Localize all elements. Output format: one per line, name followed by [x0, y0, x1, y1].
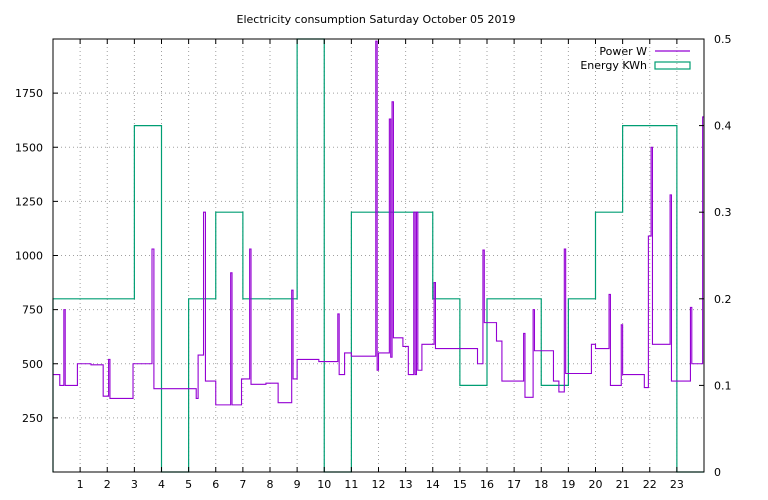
energy-bar — [541, 385, 568, 472]
x-tick-label: 2 — [104, 478, 111, 491]
y-left-tick-label: 1250 — [15, 195, 43, 208]
y-left-tick-labels: 250 500 750 1000 1250 1500 1750 — [15, 87, 43, 425]
x-tick-label: 21 — [616, 478, 630, 491]
energy-bar — [433, 299, 460, 472]
y-left-tick-label: 250 — [22, 412, 43, 425]
legend-swatch-energy — [654, 61, 691, 70]
energy-kwh-line — [52, 38, 704, 473]
x-tick-label: 23 — [670, 478, 684, 491]
power-series — [53, 40, 704, 406]
energy-bar — [134, 126, 161, 472]
x-tick-label: 19 — [561, 478, 575, 491]
y-left-tick-label: 750 — [22, 304, 43, 317]
y-left-tick-label: 1000 — [15, 250, 43, 263]
y-right-tick-label: 0.4 — [714, 120, 732, 133]
y-right-tick-label: 0.2 — [714, 293, 732, 306]
x-tick-label: 13 — [399, 478, 413, 491]
chart-title: Electricity consumption Saturday October… — [237, 13, 516, 26]
x-tick-label: 14 — [426, 478, 440, 491]
energy-bar — [406, 212, 433, 472]
energy-bar — [216, 212, 243, 472]
x-tick-label: 5 — [185, 478, 192, 491]
energy-bar — [650, 126, 677, 472]
energy-bar — [297, 39, 324, 472]
x-tick-label: 18 — [534, 478, 548, 491]
energy-bar — [568, 299, 595, 472]
y-right-tick-labels: 0 0.1 0.2 0.3 0.4 0.5 — [714, 33, 732, 479]
energy-bar — [460, 385, 487, 472]
energy-bar — [189, 299, 216, 472]
x-tick-label: 15 — [453, 478, 467, 491]
x-tick-label: 12 — [372, 478, 386, 491]
x-tick-label: 8 — [267, 478, 274, 491]
power-w-line — [53, 40, 704, 406]
energy-bar — [243, 299, 270, 472]
legend-label: Energy KWh — [580, 59, 647, 72]
energy-series — [52, 38, 704, 473]
y-left-tick-label: 1500 — [15, 141, 43, 154]
y-right-tick-label: 0.1 — [714, 379, 732, 392]
y-right-tick-label: 0 — [714, 466, 721, 479]
x-tick-label: 16 — [480, 478, 494, 491]
energy-bar — [487, 299, 514, 472]
energy-bar — [351, 212, 378, 472]
y-right-tick-label: 0.5 — [714, 33, 732, 46]
x-tick-label: 4 — [158, 478, 165, 491]
energy-bar — [107, 299, 134, 472]
axis-ticks — [53, 38, 704, 473]
legend-label: Power W — [599, 45, 647, 58]
x-tick-label: 22 — [643, 478, 657, 491]
x-tick-label: 10 — [317, 478, 331, 491]
x-tick-label: 1 — [77, 478, 84, 491]
x-tick-label: 6 — [212, 478, 219, 491]
x-tick-label: 3 — [131, 478, 138, 491]
x-tick-labels: 1 2 3 4 5 6 7 8 9 10 11 12 13 14 15 16 17 18 19 20 21 22 23 — [77, 478, 684, 491]
x-tick-label: 9 — [294, 478, 301, 491]
x-tick-label: 17 — [507, 478, 521, 491]
x-tick-label: 20 — [589, 478, 603, 491]
energy-bar — [514, 299, 541, 472]
y-right-tick-label: 0.3 — [714, 206, 732, 219]
energy-bar — [623, 126, 650, 472]
y-left-tick-label: 500 — [22, 358, 43, 371]
x-tick-label: 11 — [344, 478, 358, 491]
x-tick-label: 7 — [239, 478, 246, 491]
y-left-tick-label: 1750 — [15, 87, 43, 100]
